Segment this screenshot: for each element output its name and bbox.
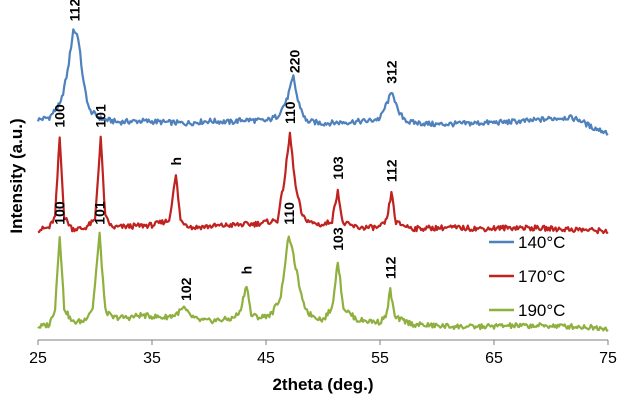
y-axis-title: Intensity (a.u.) bbox=[7, 118, 26, 233]
peak-label: 110 bbox=[281, 202, 297, 225]
x-tick-label: 65 bbox=[485, 350, 503, 367]
peak-label: 103 bbox=[330, 227, 346, 251]
legend: 140°C 170°C 190°C bbox=[489, 233, 565, 320]
peak-label: 100 bbox=[52, 104, 68, 128]
peak-label: 312 bbox=[383, 60, 399, 84]
peak-label: 220 bbox=[287, 50, 303, 74]
x-tick-label: 35 bbox=[143, 350, 161, 367]
legend-label: 170°C bbox=[518, 267, 565, 286]
series-line bbox=[36, 28, 609, 136]
x-tick-label: 55 bbox=[371, 350, 389, 367]
peak-label: 100 bbox=[52, 201, 68, 225]
peak-labels: 112 220 312 100 101 h 110 103 112 100 101 102 h 110 10… bbox=[52, 0, 400, 301]
peak-label: 102 bbox=[178, 277, 194, 301]
peak-label: 101 bbox=[92, 201, 108, 225]
peak-label: 112 bbox=[382, 256, 398, 279]
x-tick-label: 75 bbox=[599, 350, 617, 367]
series-line bbox=[37, 131, 609, 235]
peak-label: 112 bbox=[383, 159, 399, 182]
peak-label: h bbox=[239, 266, 255, 275]
x-tick-label: 45 bbox=[257, 350, 275, 367]
legend-label: 190°C bbox=[518, 301, 565, 320]
x-tick-label: 25 bbox=[29, 350, 47, 367]
series-line bbox=[37, 231, 609, 332]
peak-label: 110 bbox=[282, 101, 298, 124]
x-axis-title: 2theta (deg.) bbox=[272, 375, 373, 394]
peak-label: 103 bbox=[330, 156, 346, 180]
peak-label: 112 bbox=[66, 0, 82, 21]
peak-label: h bbox=[168, 157, 184, 166]
x-axis: 25 35 45 55 65 75 bbox=[29, 339, 617, 367]
plot-area bbox=[36, 28, 609, 332]
peak-label: 101 bbox=[93, 104, 109, 128]
legend-label: 140°C bbox=[518, 233, 565, 252]
